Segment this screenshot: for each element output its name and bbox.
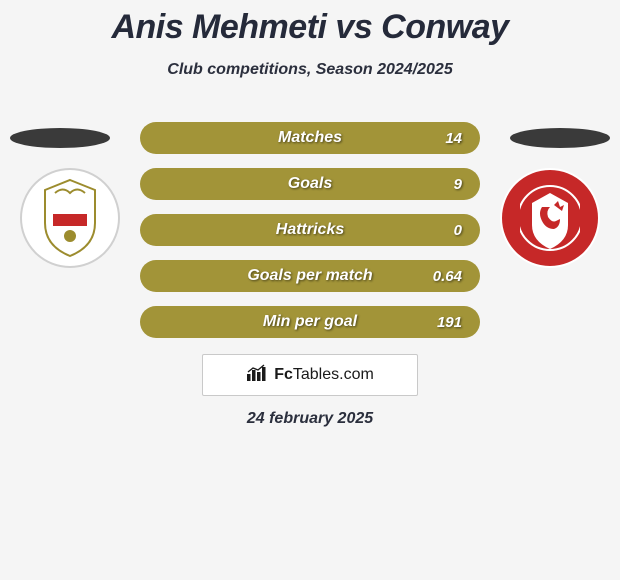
date-text: 24 february 2025	[0, 410, 620, 428]
stat-value: 0	[454, 222, 462, 239]
stat-row: Goals 9	[140, 168, 480, 200]
stat-label: Min per goal	[263, 313, 357, 331]
team-badge-right	[500, 168, 600, 268]
stat-value: 14	[445, 130, 462, 147]
subtitle: Club competitions, Season 2024/2025	[0, 61, 620, 79]
brand-text: FcTables.com	[274, 366, 374, 384]
stat-label: Hattricks	[276, 221, 344, 239]
stat-row: Min per goal 191	[140, 306, 480, 338]
brand-suffix: Tables.com	[293, 366, 374, 383]
chart-icon	[246, 364, 268, 387]
crest-icon	[35, 178, 105, 258]
stat-row: Matches 14	[140, 122, 480, 154]
crest-icon	[520, 183, 580, 253]
page-title: Anis Mehmeti vs Conway	[0, 0, 620, 47]
stat-label: Matches	[278, 129, 342, 147]
stat-value: 191	[437, 314, 462, 331]
shadow-ellipse-right	[510, 128, 610, 148]
brand-box: FcTables.com	[202, 354, 418, 396]
stats-container: Matches 14 Goals 9 Hattricks 0 Goals per…	[140, 122, 480, 352]
stat-value: 9	[454, 176, 462, 193]
stat-label: Goals	[288, 175, 332, 193]
stat-label: Goals per match	[247, 267, 372, 285]
stat-row: Hattricks 0	[140, 214, 480, 246]
stat-row: Goals per match 0.64	[140, 260, 480, 292]
stat-value: 0.64	[433, 268, 462, 285]
team-badge-left	[20, 168, 120, 268]
shadow-ellipse-left	[10, 128, 110, 148]
brand-prefix: Fc	[274, 366, 293, 383]
